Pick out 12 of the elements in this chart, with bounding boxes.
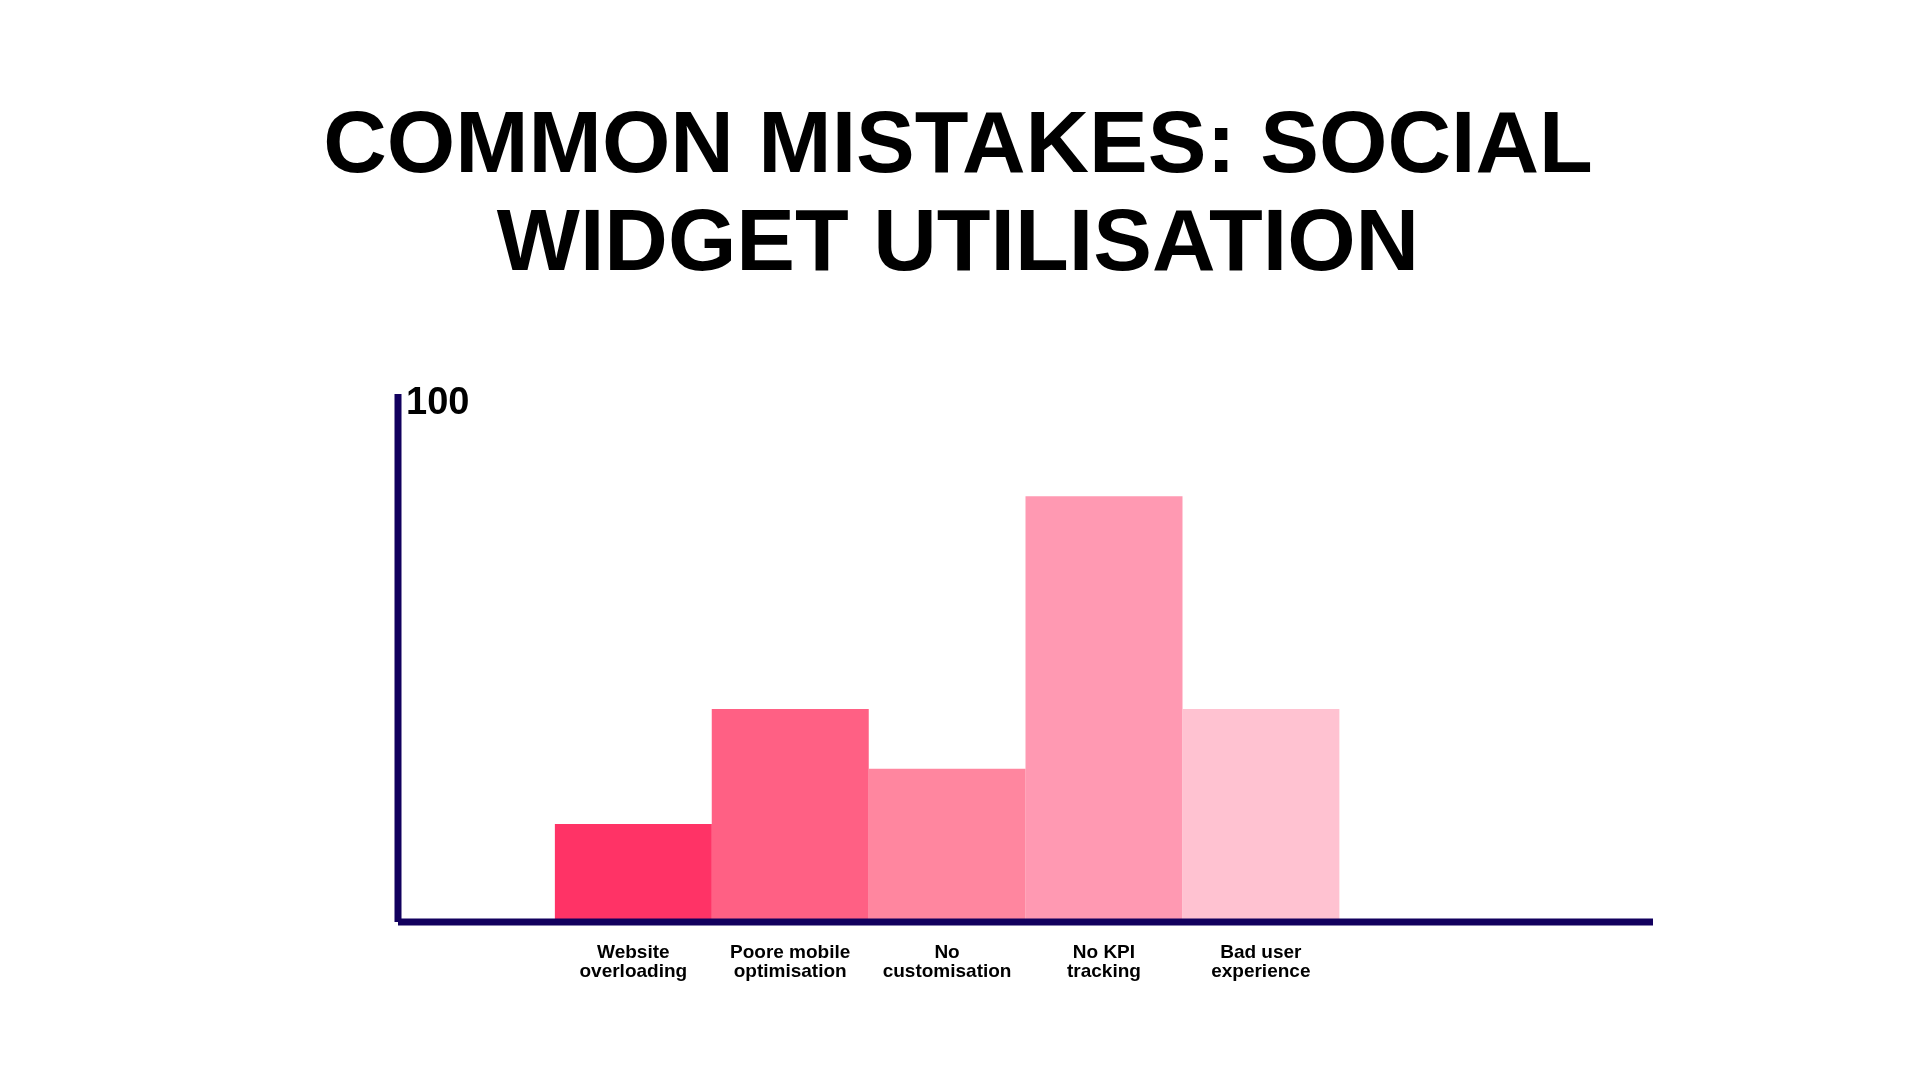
bar bbox=[711, 709, 869, 922]
bar bbox=[1182, 709, 1340, 922]
x-tick-label: Bad user experience bbox=[1211, 941, 1311, 981]
x-tick-label: No customisation bbox=[882, 941, 1012, 981]
text: 100 bbox=[406, 380, 470, 423]
x-tick-label: Website overloading bbox=[579, 941, 688, 981]
x-tick-label: No KPI tracking bbox=[1066, 941, 1141, 981]
bar bbox=[554, 824, 712, 922]
chart-title: COMMON MISTAKES: SOCIAL WIDGET UTILISATION bbox=[322, 92, 1594, 289]
bar bbox=[868, 768, 1026, 922]
bar bbox=[1025, 496, 1183, 922]
x-tick-label: Poore mobile optimisation bbox=[730, 941, 851, 981]
